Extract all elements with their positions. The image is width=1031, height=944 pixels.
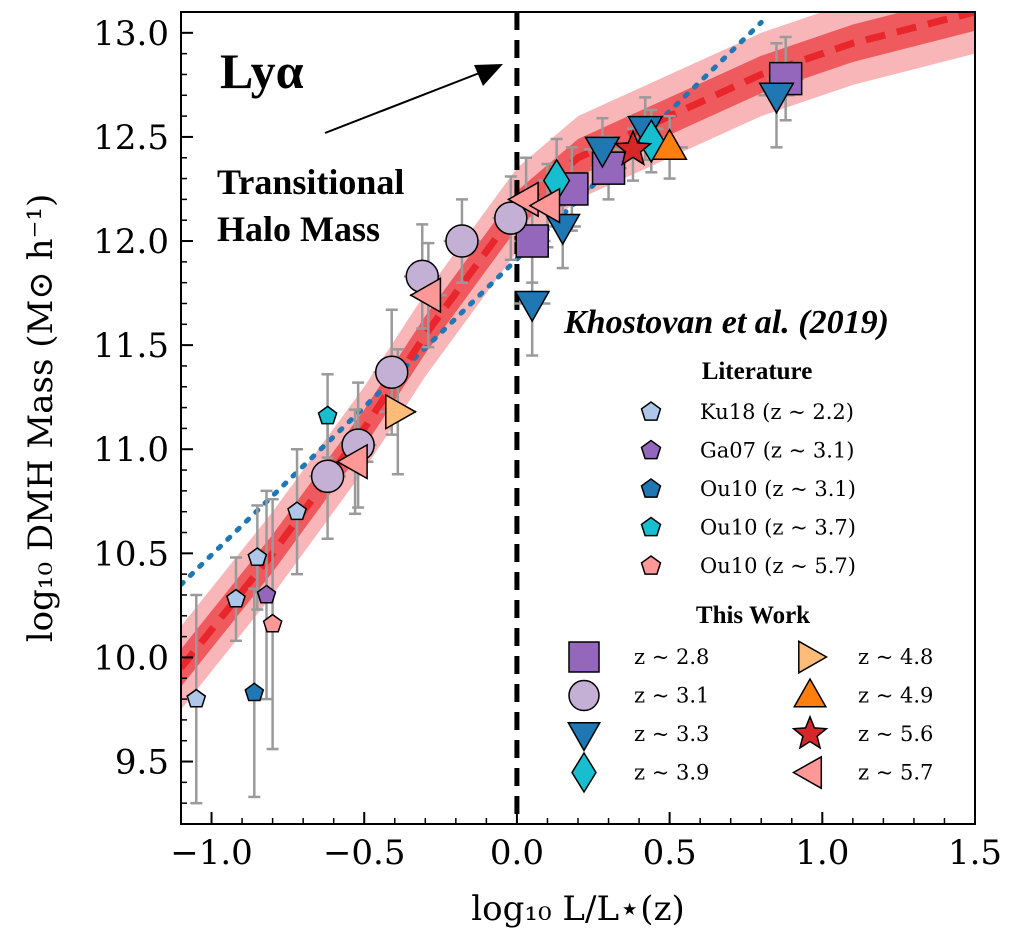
legend-marker <box>640 401 662 421</box>
annotation-arrow <box>324 71 483 134</box>
legend-label: z ~ 2.8 <box>634 645 709 669</box>
y-tick-label: 9.5 <box>115 743 169 783</box>
y-tick-label: 11.0 <box>93 430 169 470</box>
data-point <box>544 213 581 246</box>
data-point <box>186 688 207 708</box>
data-point <box>287 501 307 521</box>
data-point <box>310 459 345 494</box>
dotted-relation-line <box>181 19 764 588</box>
data-point <box>244 682 265 702</box>
data-point <box>374 355 409 389</box>
legend-label: z ~ 3.9 <box>634 761 709 785</box>
data-point <box>409 277 442 314</box>
legend-label: z ~ 3.3 <box>634 722 709 746</box>
legend-marker <box>640 478 662 498</box>
y-tick-label: 13.0 <box>93 14 169 54</box>
data-point <box>385 393 417 430</box>
legend-marker <box>571 751 597 794</box>
data-point <box>514 290 551 323</box>
legend-label: z ~ 5.6 <box>858 722 933 746</box>
data-point <box>262 613 283 633</box>
data-point <box>226 588 246 608</box>
data-point <box>256 584 277 604</box>
legend-label: Ou10 (z ~ 5.7) <box>700 554 856 578</box>
x-tick-label: −0.5 <box>323 833 406 873</box>
annotation-transitional-2: Halo Mass <box>217 209 380 249</box>
fit-band-outer <box>181 12 975 710</box>
legend-label: z ~ 3.1 <box>634 684 709 708</box>
legend-this-work-title: This Work <box>696 602 810 629</box>
data-points-layer <box>186 61 803 708</box>
data-point <box>758 82 795 115</box>
legend-label: z ~ 5.7 <box>858 761 933 785</box>
legend-marker <box>798 640 829 675</box>
y-tick-label: 12.0 <box>93 222 169 262</box>
legend-label: Ku18 (z ~ 2.2) <box>700 400 854 424</box>
data-point <box>528 187 561 224</box>
x-tick-label: −1.0 <box>170 833 253 873</box>
data-point <box>317 405 338 425</box>
legend-label: z ~ 4.8 <box>858 645 933 669</box>
x-axis-label: log₁₀ L/L⋆(z) <box>471 889 685 929</box>
data-point <box>613 128 653 166</box>
fit-band-inner <box>181 12 975 687</box>
arrow-head-icon <box>474 64 503 86</box>
data-point <box>506 181 539 218</box>
data-point <box>247 547 268 566</box>
annotation-lya: Lyα <box>220 43 304 99</box>
legend-label: Ou10 (z ~ 3.1) <box>700 477 856 501</box>
data-point <box>651 128 688 161</box>
annotation-transitional-1: Transitional <box>217 162 404 202</box>
legend: Literature This Work Ku18 (z ~ 2.2) Ga07 … <box>567 358 933 794</box>
x-tick-label: 0.0 <box>490 833 544 873</box>
legend-label: z ~ 4.9 <box>858 684 933 708</box>
data-point <box>494 201 528 235</box>
legend-marker <box>640 439 662 460</box>
legend-marker <box>568 641 600 673</box>
x-tick-label: 1.0 <box>795 833 849 873</box>
data-point <box>335 443 368 480</box>
legend-marker <box>791 755 823 790</box>
fit-band-layer <box>181 12 975 710</box>
legend-marker <box>640 516 662 537</box>
legend-literature-title: Literature <box>702 358 813 385</box>
legend-label: Ga07 (z ~ 3.1) <box>700 439 855 463</box>
legend-marker <box>791 714 829 750</box>
y-tick-label: 12.5 <box>93 118 169 158</box>
ticks-layer: −1.0 −0.5 0.0 0.5 1.0 1.5 9.5 10.0 10.5 11.0 11.5 1… <box>93 11 1002 873</box>
legend-items: Ku18 (z ~ 2.2) Ga07 (z ~ 3.1) Ou10 (z ~ 3.… <box>567 400 933 794</box>
y-tick-label: 11.5 <box>93 326 169 366</box>
data-point <box>584 136 621 169</box>
y-axis-label: log₁₀ DMH Mass (M⊙ h⁻¹) <box>21 194 61 643</box>
data-point <box>445 224 479 258</box>
legend-marker <box>567 722 602 753</box>
legend-marker <box>568 679 600 712</box>
legend-label: Ou10 (z ~ 3.7) <box>700 516 856 540</box>
x-tick-label: 0.5 <box>643 833 697 873</box>
legend-marker <box>640 555 662 575</box>
legend-marker <box>793 677 828 708</box>
x-tick-label: 1.5 <box>948 833 1002 873</box>
citation: Khostovan et al. (2019) <box>563 304 889 341</box>
y-tick-label: 10.0 <box>93 638 169 678</box>
y-tick-label: 10.5 <box>93 534 169 574</box>
